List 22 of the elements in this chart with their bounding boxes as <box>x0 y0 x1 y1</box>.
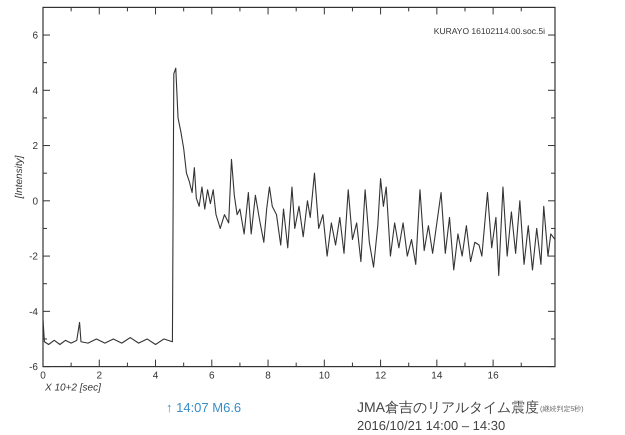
x-tick-label: 6 <box>209 370 216 382</box>
text: ↑ 14:07 M6.6 <box>166 400 242 415</box>
y-tick-label: 2 <box>32 141 38 152</box>
annotation: KURAYO 16102114.00.soc.5i <box>434 26 546 36</box>
x-tick-label: 16 <box>488 370 500 382</box>
x-axis-title: X 10+2 [sec] <box>44 382 102 394</box>
y-axis-title: [Intensity] <box>14 155 25 200</box>
y-tick-label: -4 <box>29 306 38 318</box>
x-tick-label: 8 <box>265 370 272 382</box>
x-tick-label: 10 <box>318 370 330 382</box>
x-tick-label: 12 <box>375 370 387 382</box>
x-tick-label: 4 <box>152 370 159 382</box>
text: 2016/10/21 14:00 – 14:30 <box>357 418 506 433</box>
x-tick-label: 14 <box>431 370 443 382</box>
text: JMA倉吉のリアルタイム震度 <box>357 399 539 415</box>
y-tick-label: 6 <box>32 30 38 42</box>
y-tick-label: -2 <box>29 252 38 263</box>
y-tick-label: 0 <box>32 196 38 208</box>
y-tick-label: 4 <box>32 86 38 97</box>
x-tick-label: 2 <box>96 370 102 382</box>
x-tick-label: 0 <box>40 370 46 382</box>
y-tick-label: -6 <box>29 362 38 374</box>
